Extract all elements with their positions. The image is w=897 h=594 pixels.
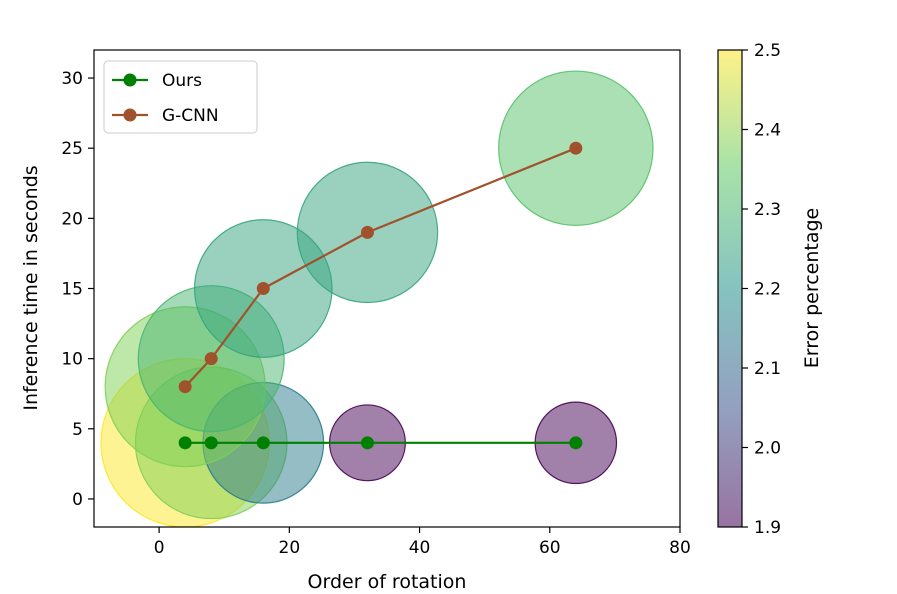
y-tick-label-0: 0 [72,490,83,510]
colorbar-tick-label-2.3: 2.3 [754,200,781,220]
x-axis-label: Order of rotation [308,571,467,593]
legend: Ours G-CNN [103,60,258,134]
marker-ours-1 [204,436,218,450]
bubble-layer [100,70,654,527]
colorbar-tick-label-2.0: 2.0 [754,439,781,459]
y-tick-label-15: 15 [61,280,83,300]
colorbar-gradient [718,50,742,527]
colorbar-tick-label-2.4: 2.4 [754,121,781,141]
x-tick-label-20: 20 [279,538,301,558]
y-tick-label-5: 5 [72,420,83,440]
marker-ours-2 [256,436,270,450]
marker-ours-0 [178,436,192,450]
x-tick-label-80: 80 [669,538,691,558]
y-tick-label-25: 25 [61,139,83,159]
colorbar: 1.9 2.0 2.1 2.2 2.3 2.4 2.5 Error percentage [717,41,823,538]
y-tick-label-20: 20 [61,209,83,229]
legend-marker-g-cnn [123,108,137,122]
marker-g-cnn-1 [204,352,218,366]
colorbar-tick-label-1.9: 1.9 [754,518,781,538]
legend-label-ours: Ours [162,71,202,91]
marker-g-cnn-4 [569,141,583,155]
x-tick-label-40: 40 [409,538,431,558]
y-axis-label: Inference time in seconds [20,165,42,410]
x-tick-label-0: 0 [154,538,165,558]
colorbar-tick-label-2.2: 2.2 [754,280,781,300]
colorbar-label: Error percentage [801,208,823,369]
legend-marker-ours [123,73,137,87]
y-tick-label-30: 30 [61,69,83,89]
legend-label-g-cnn: G-CNN [162,106,219,126]
marker-g-cnn-0 [178,380,192,394]
marker-g-cnn-2 [256,282,270,295]
line-layer [178,141,583,450]
marker-g-cnn-3 [360,225,374,239]
colorbar-tick-label-2.1: 2.1 [754,359,781,379]
y-tick-label-10: 10 [61,350,83,370]
y-axis: 0 5 10 15 20 25 30 [61,69,94,510]
colorbar-tick-label-2.5: 2.5 [754,41,781,61]
marker-ours-3 [360,436,374,450]
x-axis: 0 20 40 60 80 [154,527,691,558]
marker-ours-4 [569,436,583,450]
x-tick-label-60: 60 [539,538,561,558]
